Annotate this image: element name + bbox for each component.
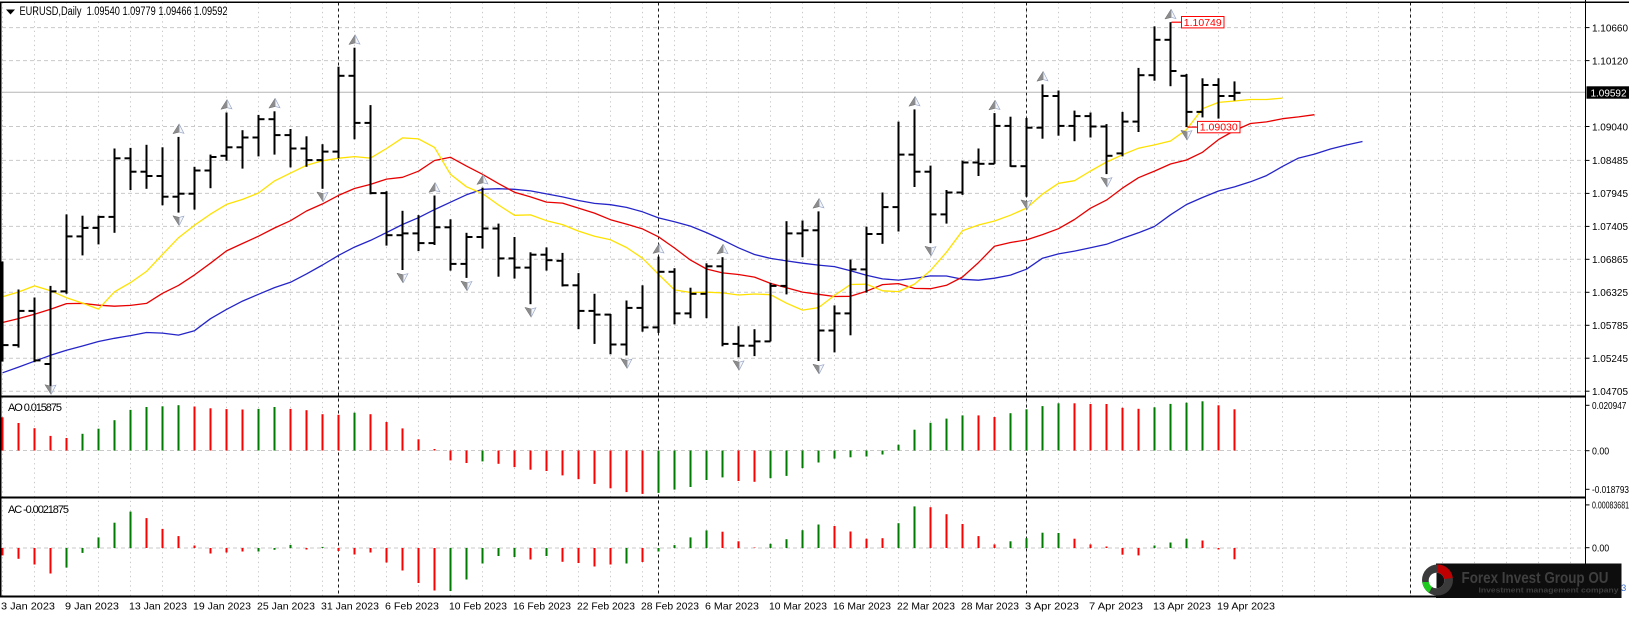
svg-text:1.09040: 1.09040 <box>1592 121 1628 133</box>
svg-text:1.09592: 1.09592 <box>1591 87 1627 99</box>
svg-text:AC -0.0021875: AC -0.0021875 <box>8 504 69 516</box>
svg-text:16 Feb 2023: 16 Feb 2023 <box>513 601 571 613</box>
svg-text:1.05245: 1.05245 <box>1592 353 1628 365</box>
svg-text:6 Feb 2023: 6 Feb 2023 <box>385 601 439 613</box>
svg-text:1.07405: 1.07405 <box>1592 221 1628 233</box>
svg-text:1.10660: 1.10660 <box>1592 22 1628 34</box>
svg-text:1.05785: 1.05785 <box>1592 320 1628 332</box>
svg-text:31 Jan 2023: 31 Jan 2023 <box>321 601 379 613</box>
svg-text:0.00: 0.00 <box>1592 543 1609 555</box>
svg-text:AO 0.015875: AO 0.015875 <box>8 402 62 414</box>
svg-text:22 Feb 2023: 22 Feb 2023 <box>577 601 635 613</box>
svg-text:Forex Invest Group OU: Forex Invest Group OU <box>1462 570 1609 587</box>
svg-text:28 Mar 2023: 28 Mar 2023 <box>961 601 1019 613</box>
svg-text:1.10749: 1.10749 <box>1184 17 1222 29</box>
svg-text:13 Jan 2023: 13 Jan 2023 <box>129 601 187 613</box>
svg-text:19 Jan 2023: 19 Jan 2023 <box>193 601 251 613</box>
svg-text:22 Mar 2023: 22 Mar 2023 <box>897 601 955 613</box>
svg-text:EURUSD,Daily 1.09540 1.09779: EURUSD,Daily 1.09540 1.09779 1.09466 1.0… <box>20 6 228 18</box>
svg-text:10 Feb 2023: 10 Feb 2023 <box>449 601 507 613</box>
svg-text:28 Feb 2023: 28 Feb 2023 <box>641 601 699 613</box>
svg-text:16 Mar 2023: 16 Mar 2023 <box>833 601 891 613</box>
svg-text:3 Jan 2023: 3 Jan 2023 <box>1 601 55 613</box>
svg-text:19 Apr 2023: 19 Apr 2023 <box>1217 601 1275 613</box>
svg-text:1.04705: 1.04705 <box>1592 386 1628 398</box>
svg-text:9 Jan 2023: 9 Jan 2023 <box>65 601 119 613</box>
svg-text:0.020947: 0.020947 <box>1592 400 1627 412</box>
svg-text:1.09030: 1.09030 <box>1200 122 1238 134</box>
svg-text:0.00083681: 0.00083681 <box>1592 500 1629 512</box>
svg-text:3 Apr 2023: 3 Apr 2023 <box>1025 601 1079 613</box>
svg-text:1.08485: 1.08485 <box>1592 155 1628 167</box>
svg-text:Investment management company: Investment management company <box>1479 587 1619 594</box>
svg-text:3: 3 <box>1621 583 1626 594</box>
svg-text:6 Mar 2023: 6 Mar 2023 <box>705 601 759 613</box>
svg-text:25 Jan 2023: 25 Jan 2023 <box>257 601 315 613</box>
svg-text:1.06865: 1.06865 <box>1592 254 1628 266</box>
svg-text:7 Apr 2023: 7 Apr 2023 <box>1089 601 1143 613</box>
svg-text:0.00: 0.00 <box>1592 446 1609 458</box>
svg-text:1.06325: 1.06325 <box>1592 287 1628 299</box>
svg-text:1.07945: 1.07945 <box>1592 188 1628 200</box>
svg-text:1.10120: 1.10120 <box>1592 55 1628 67</box>
svg-text:-0.018793: -0.018793 <box>1592 484 1629 496</box>
svg-text:13 Apr 2023: 13 Apr 2023 <box>1153 601 1211 613</box>
svg-text:10 Mar 2023: 10 Mar 2023 <box>769 601 827 613</box>
